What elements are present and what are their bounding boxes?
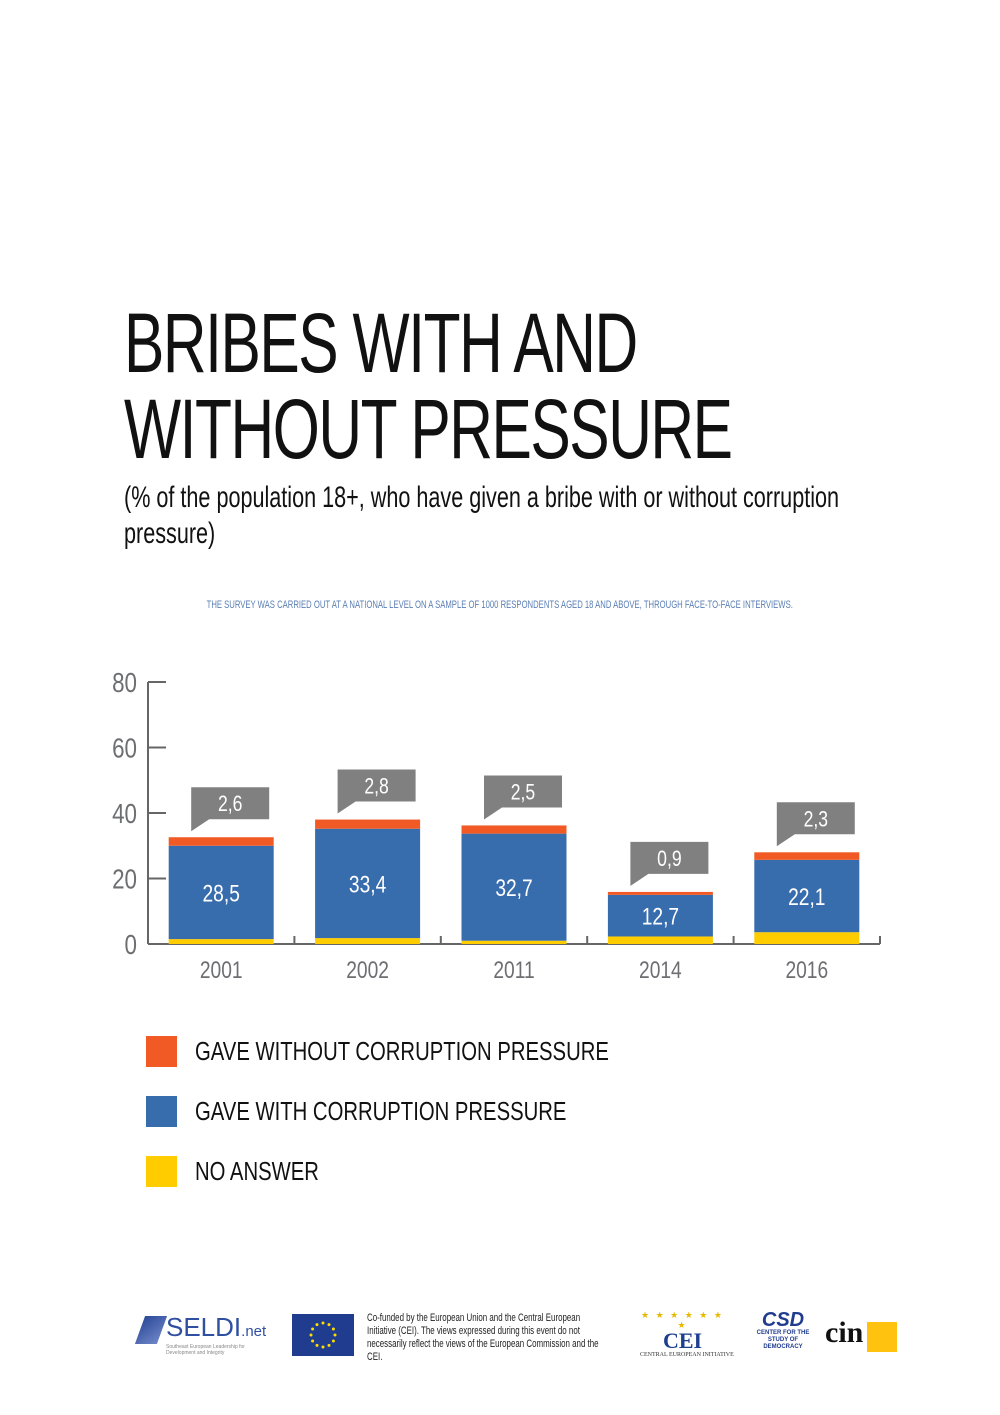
- eu-cofunding-text: Co-funded by the European Union and the …: [367, 1312, 599, 1363]
- seldi-logo: SELDI.net Southeast European Leadership …: [134, 1312, 270, 1358]
- bar-segment-no-answer-2016: [754, 932, 860, 944]
- legend-item-without-pressure: GAVE WITHOUT CORRUPTION PRESSURE: [146, 1035, 726, 1067]
- legend-swatch-blue: [146, 1095, 177, 1127]
- survey-note: THE SURVEY WAS CARRIED OUT AT A NATIONAL…: [0, 599, 1000, 611]
- callout-label-without-pressure: 2,3: [804, 808, 828, 832]
- callout-label-without-pressure: 2,6: [218, 792, 242, 816]
- bar-segment-no-answer-2014: [607, 936, 713, 944]
- bar-label-with-pressure: 32,7: [495, 874, 532, 902]
- x-tick-label: 2016: [785, 956, 828, 984]
- title-line-2: WITHOUT PRESSURE: [124, 382, 733, 476]
- legend-label: GAVE WITHOUT CORRUPTION PRESSURE: [195, 1035, 609, 1066]
- y-tick-label: 80: [112, 668, 137, 699]
- callout-box: [630, 841, 709, 886]
- x-tick-label: 2002: [346, 956, 389, 984]
- page-title: BRIBES WITH AND WITHOUT PRESSURE: [124, 296, 733, 476]
- x-tick-label: 2001: [200, 956, 243, 984]
- subtitle: (% of the population 18+, who have given…: [124, 481, 840, 550]
- seldi-tagline: Southeast European Leadership for Develo…: [166, 1344, 245, 1356]
- bar-segment-gave-without-corruption-pressure-2016: [754, 852, 860, 860]
- csd-name: CSD: [761, 1309, 805, 1331]
- bar-segment-gave-with-corruption-pressure-2016: [754, 859, 860, 933]
- csd-subtitle: CENTER FOR THE STUDY OF DEMOCRACY: [756, 1330, 810, 1350]
- bar-label-with-pressure: 28,5: [203, 879, 240, 907]
- bar-segment-gave-without-corruption-pressure-2011: [461, 825, 567, 834]
- legend-swatch-yellow: [146, 1155, 177, 1187]
- title-line-1: BRIBES WITH AND: [124, 296, 638, 390]
- bar-label-with-pressure: 12,7: [642, 903, 679, 931]
- cei-subtitle: CENTRAL EUROPEAN INITIATIVE: [640, 1352, 734, 1358]
- callout-box: [776, 802, 855, 847]
- bar-segment-gave-with-corruption-pressure-2014: [607, 894, 713, 937]
- legend-label: NO ANSWER: [195, 1155, 319, 1186]
- bar-segment-gave-without-corruption-pressure-2014: [607, 891, 713, 895]
- bar-segment-no-answer-2002: [315, 938, 421, 944]
- bar-label-with-pressure: 33,4: [349, 870, 386, 898]
- bar-segment-gave-with-corruption-pressure-2011: [461, 833, 567, 941]
- callout-label-without-pressure: 0,9: [657, 847, 681, 871]
- bar-segment-no-answer-2011: [461, 940, 567, 944]
- bar-label-with-pressure: 22,1: [788, 883, 825, 911]
- eu-stars-icon: [309, 1321, 337, 1349]
- callout-label-without-pressure: 2,8: [364, 775, 388, 799]
- x-tick-label: 2011: [493, 956, 534, 984]
- bar-segment-gave-without-corruption-pressure-2001: [168, 837, 274, 846]
- cin-name: cin: [825, 1316, 864, 1349]
- survey-note-text: THE SURVEY WAS CARRIED OUT AT A NATIONAL…: [206, 599, 794, 611]
- legend-label: GAVE WITH CORRUPTION PRESSURE: [195, 1095, 567, 1126]
- cei-name: CEI: [662, 1328, 703, 1353]
- cei-logo: ★ ★ ★ ★ ★ ★ ★ CEI CENTRAL EUROPEAN INITI…: [640, 1310, 734, 1360]
- bar-segment-gave-with-corruption-pressure-2002: [315, 828, 421, 939]
- bar-segment-gave-without-corruption-pressure-2002: [315, 819, 421, 829]
- y-tick-label: 0: [125, 930, 137, 961]
- y-tick-label: 40: [112, 799, 137, 830]
- legend-item-with-pressure: GAVE WITH CORRUPTION PRESSURE: [146, 1095, 726, 1127]
- footer-logos: SELDI.net Southeast European Leadership …: [0, 1310, 1000, 1370]
- callout-box: [191, 787, 270, 832]
- eu-flag-icon: [292, 1314, 354, 1356]
- callout-box: [484, 775, 562, 820]
- bar-segment-gave-with-corruption-pressure-2001: [168, 845, 274, 940]
- x-tick-label: 2014: [639, 956, 682, 984]
- seldi-mark-icon: [134, 1316, 168, 1344]
- cin-yellow-box: [867, 1322, 897, 1352]
- callout-box: [337, 769, 416, 814]
- legend-item-no-answer: NO ANSWER: [146, 1155, 726, 1187]
- seldi-suffix: .net: [241, 1323, 267, 1340]
- y-tick-label: 20: [112, 864, 137, 895]
- bar-segment-no-answer-2001: [168, 939, 274, 944]
- legend: GAVE WITHOUT CORRUPTION PRESSURE GAVE WI…: [146, 1035, 726, 1216]
- stacked-bar-chart: 0 20 40 60 80 28,5 2,6 2001 33,4 2,8 2002 32,7 2,5 20…: [112, 668, 881, 984]
- legend-swatch-orange: [146, 1035, 177, 1067]
- seldi-name: SELDI: [166, 1312, 242, 1342]
- cin-logo: cin: [825, 1316, 899, 1354]
- y-tick-label: 60: [112, 733, 137, 764]
- callout-label-without-pressure: 2,5: [511, 781, 535, 805]
- csd-logo: CSD CENTER FOR THE STUDY OF DEMOCRACY: [755, 1310, 811, 1351]
- cei-stars-icon: ★ ★ ★ ★ ★ ★ ★: [641, 1310, 724, 1330]
